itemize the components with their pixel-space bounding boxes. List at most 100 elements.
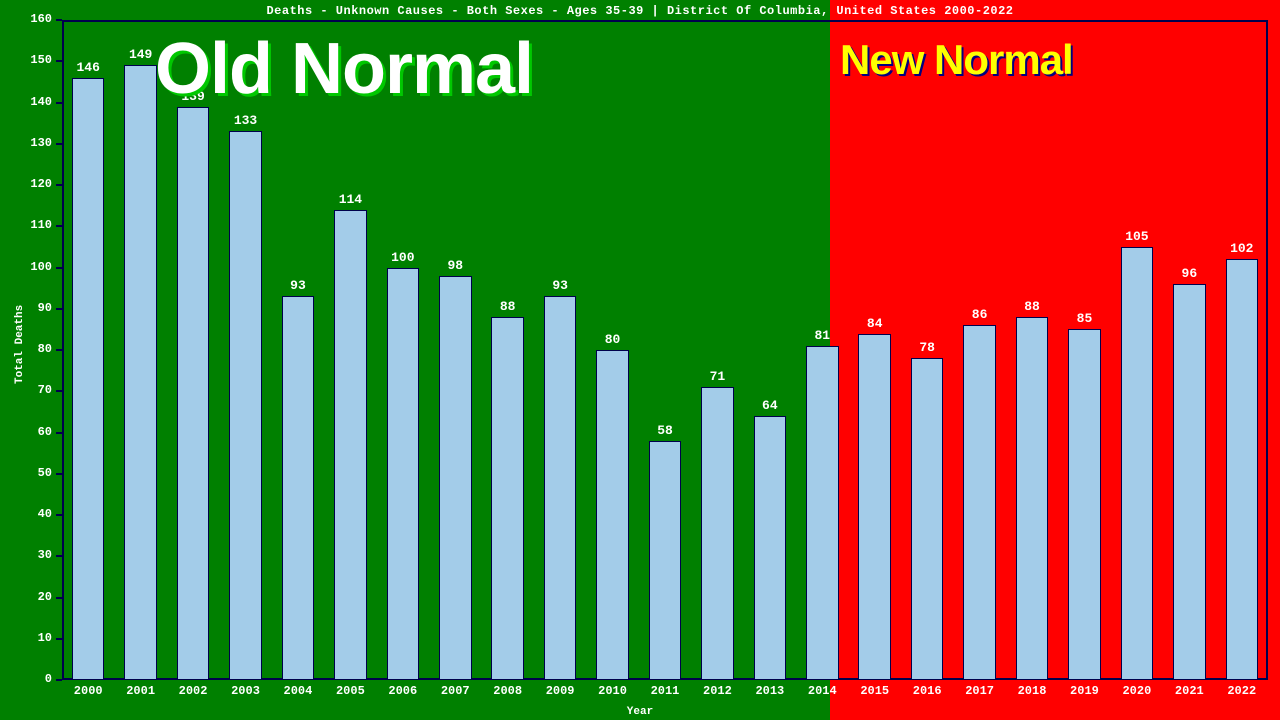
y-tick bbox=[56, 390, 62, 392]
x-tick-label: 2010 bbox=[586, 684, 638, 698]
bar bbox=[334, 210, 367, 680]
bar-value-label: 96 bbox=[1164, 266, 1214, 281]
bar bbox=[1016, 317, 1049, 680]
x-tick-label: 2009 bbox=[534, 684, 586, 698]
y-tick-label: 0 bbox=[18, 672, 52, 686]
bar bbox=[858, 334, 891, 681]
bar-value-label: 98 bbox=[430, 258, 480, 273]
y-tick bbox=[56, 143, 62, 145]
bar bbox=[387, 268, 420, 681]
x-tick-label: 2022 bbox=[1216, 684, 1268, 698]
bar bbox=[491, 317, 524, 680]
bar-value-label: 146 bbox=[63, 60, 113, 75]
y-tick bbox=[56, 473, 62, 475]
y-tick bbox=[56, 679, 62, 681]
y-tick bbox=[56, 102, 62, 104]
bar bbox=[282, 296, 315, 680]
y-tick bbox=[56, 432, 62, 434]
y-tick-label: 10 bbox=[18, 631, 52, 645]
bar bbox=[72, 78, 105, 680]
bar bbox=[806, 346, 839, 680]
x-tick-label: 2021 bbox=[1163, 684, 1215, 698]
y-tick bbox=[56, 267, 62, 269]
x-tick-label: 2004 bbox=[272, 684, 324, 698]
bar-value-label: 88 bbox=[483, 299, 533, 314]
x-tick-label: 2005 bbox=[324, 684, 376, 698]
y-tick bbox=[56, 597, 62, 599]
y-tick bbox=[56, 555, 62, 557]
bar-value-label: 64 bbox=[745, 398, 795, 413]
bar bbox=[1173, 284, 1206, 680]
bar bbox=[1068, 329, 1101, 680]
x-tick-label: 2014 bbox=[796, 684, 848, 698]
chart-title: Deaths - Unknown Causes - Both Sexes - A… bbox=[0, 4, 1280, 18]
y-tick bbox=[56, 60, 62, 62]
x-tick-label: 2007 bbox=[429, 684, 481, 698]
y-tick-label: 110 bbox=[18, 218, 52, 232]
y-tick-label: 100 bbox=[18, 260, 52, 274]
bar-value-label: 71 bbox=[692, 369, 742, 384]
bar bbox=[963, 325, 996, 680]
bar bbox=[596, 350, 629, 680]
y-tick bbox=[56, 349, 62, 351]
bar bbox=[229, 131, 262, 680]
y-tick-label: 160 bbox=[18, 12, 52, 26]
y-tick-label: 150 bbox=[18, 53, 52, 67]
bar-value-label: 114 bbox=[325, 192, 375, 207]
x-tick-label: 2000 bbox=[62, 684, 114, 698]
x-tick-label: 2008 bbox=[481, 684, 533, 698]
y-tick-label: 120 bbox=[18, 177, 52, 191]
y-tick-label: 140 bbox=[18, 95, 52, 109]
bar-value-label: 102 bbox=[1217, 241, 1267, 256]
bar-value-label: 85 bbox=[1059, 311, 1109, 326]
y-tick bbox=[56, 308, 62, 310]
bar bbox=[754, 416, 787, 680]
y-tick-label: 130 bbox=[18, 136, 52, 150]
y-tick-label: 50 bbox=[18, 466, 52, 480]
overlay-label: Old Normal bbox=[155, 28, 533, 110]
deaths-chart: Deaths - Unknown Causes - Both Sexes - A… bbox=[0, 0, 1280, 720]
bar-value-label: 93 bbox=[273, 278, 323, 293]
bar-value-label: 78 bbox=[902, 340, 952, 355]
y-tick bbox=[56, 514, 62, 516]
x-tick-label: 2006 bbox=[377, 684, 429, 698]
x-tick-label: 2020 bbox=[1111, 684, 1163, 698]
bar-value-label: 105 bbox=[1112, 229, 1162, 244]
bar-value-label: 86 bbox=[955, 307, 1005, 322]
y-tick bbox=[56, 184, 62, 186]
y-axis-label: Total Deaths bbox=[14, 305, 26, 384]
y-tick bbox=[56, 638, 62, 640]
x-tick-label: 2003 bbox=[219, 684, 271, 698]
bar-value-label: 100 bbox=[378, 250, 428, 265]
overlay-label: New Normal bbox=[840, 36, 1073, 84]
x-tick-label: 2016 bbox=[901, 684, 953, 698]
y-tick bbox=[56, 19, 62, 21]
bar bbox=[911, 358, 944, 680]
x-tick-label: 2018 bbox=[1006, 684, 1058, 698]
x-axis-label: Year bbox=[0, 706, 1280, 718]
x-tick-label: 2011 bbox=[639, 684, 691, 698]
bar-value-label: 84 bbox=[850, 316, 900, 331]
x-tick-label: 2019 bbox=[1058, 684, 1110, 698]
bar bbox=[177, 107, 210, 680]
x-tick-label: 2012 bbox=[691, 684, 743, 698]
bar bbox=[1226, 259, 1259, 680]
x-tick-label: 2001 bbox=[114, 684, 166, 698]
x-tick-label: 2015 bbox=[849, 684, 901, 698]
bar bbox=[544, 296, 577, 680]
bar-value-label: 81 bbox=[797, 328, 847, 343]
x-tick-label: 2002 bbox=[167, 684, 219, 698]
bar-value-label: 80 bbox=[588, 332, 638, 347]
bar bbox=[124, 65, 157, 680]
bar bbox=[439, 276, 472, 680]
bar-value-label: 133 bbox=[221, 113, 271, 128]
y-tick-label: 70 bbox=[18, 383, 52, 397]
x-tick-label: 2013 bbox=[744, 684, 796, 698]
y-tick-label: 30 bbox=[18, 548, 52, 562]
bar-value-label: 58 bbox=[640, 423, 690, 438]
bar bbox=[701, 387, 734, 680]
y-tick bbox=[56, 225, 62, 227]
y-tick-label: 40 bbox=[18, 507, 52, 521]
y-tick-label: 60 bbox=[18, 425, 52, 439]
x-tick-label: 2017 bbox=[953, 684, 1005, 698]
